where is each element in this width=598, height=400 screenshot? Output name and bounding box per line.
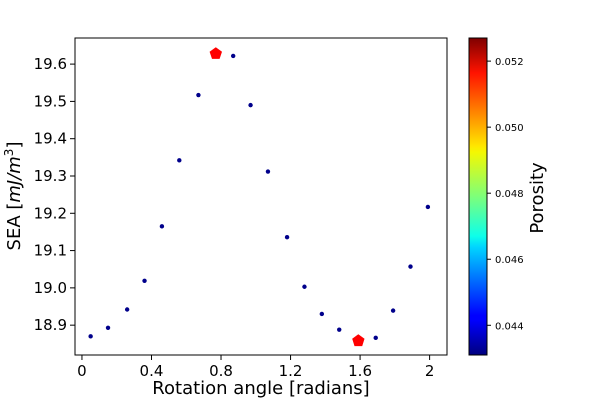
colorbar-tick-label: 0.048 (495, 189, 524, 200)
highlight-point (352, 334, 365, 347)
colorbar-label: Porosity (527, 162, 548, 234)
data-point (196, 92, 201, 98)
data-point (337, 327, 342, 332)
data-point (319, 311, 325, 317)
y-axis-label-unit: mJ/m (4, 156, 25, 202)
data-point (390, 308, 396, 313)
x-tick-label: 1.6 (348, 362, 372, 380)
y-tick-label: 19.4 (34, 130, 67, 148)
data-point (302, 284, 307, 289)
x-axis-ticks: 0 0.4 0.8 1.2 1.6 2 (77, 355, 434, 380)
colorbar-tick-label: 0.046 (495, 255, 524, 266)
data-point (88, 334, 93, 339)
colorbar-tick-label: 0.050 (495, 123, 524, 134)
plot-frame (74, 37, 448, 356)
data-point (159, 224, 165, 229)
y-tick-label: 19.5 (34, 92, 67, 110)
x-tick-label: 2 (425, 362, 435, 380)
x-tick-label: 0 (77, 362, 87, 380)
data-point (373, 335, 378, 341)
highlight-points (209, 47, 365, 347)
data-point (284, 234, 290, 240)
y-tick-label: 18.9 (34, 316, 67, 334)
y-axis-label-close: ] (4, 142, 25, 149)
y-axis-label-exponent: 3 (2, 149, 16, 157)
data-point (105, 325, 111, 330)
x-tick-label: 1.2 (279, 362, 303, 380)
y-axis-label: SEA [mJ/m3] (2, 142, 25, 251)
x-tick-label: 0.8 (209, 362, 233, 380)
y-tick-label: 19.6 (34, 55, 67, 73)
data-point (425, 204, 431, 210)
y-tick-label: 19.0 (34, 279, 67, 297)
colorbar-tick-label: 0.052 (495, 57, 524, 68)
data-points (88, 53, 431, 341)
colorbar-ticks: 0.044 0.046 0.048 0.050 0.052 (487, 57, 524, 332)
data-point (124, 307, 130, 312)
y-tick-label: 19.3 (34, 167, 67, 185)
data-point (265, 169, 271, 174)
colorbar-tick-label: 0.044 (495, 321, 524, 332)
y-axis-ticks: 18.9 19.0 19.1 19.2 19.3 19.4 19.5 19.6 (34, 55, 75, 334)
highlight-point (209, 47, 222, 59)
data-point (230, 53, 236, 59)
colorbar (468, 37, 488, 356)
x-tick-label: 0.4 (140, 362, 164, 380)
y-axis-label-text: SEA [ (4, 203, 25, 251)
plot-area (75, 38, 447, 355)
y-tick-label: 19.2 (34, 204, 67, 222)
data-point (248, 102, 253, 108)
data-point (177, 158, 182, 163)
y-tick-label: 19.1 (34, 242, 67, 260)
x-axis-label: Rotation angle [radians] (152, 378, 369, 399)
data-point (142, 278, 147, 283)
data-point (408, 264, 413, 269)
